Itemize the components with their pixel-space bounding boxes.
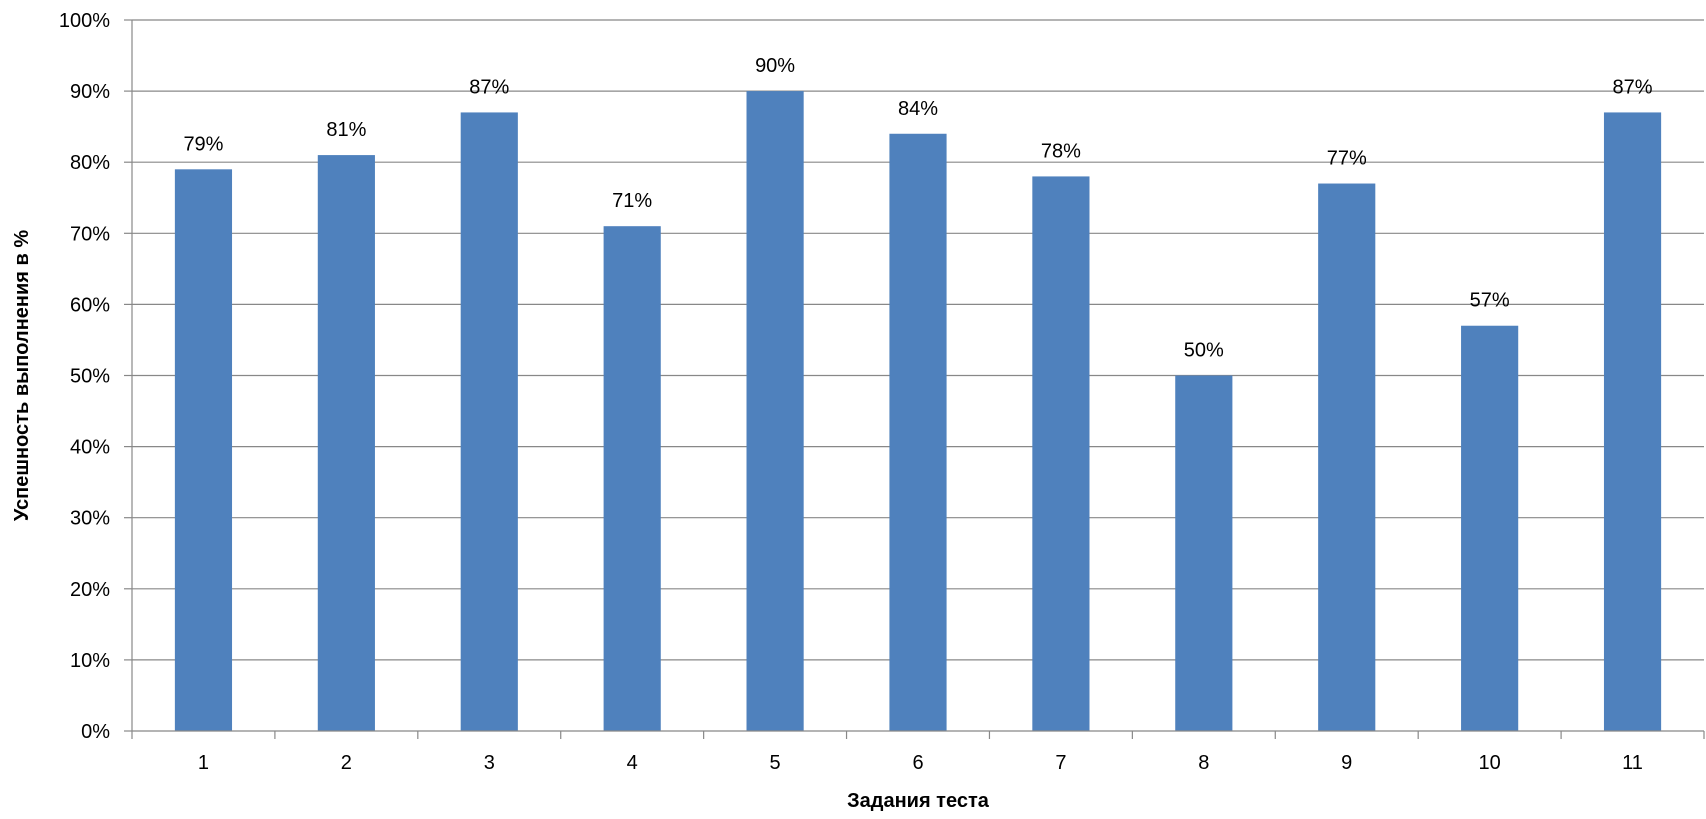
bar-11 [1603, 112, 1662, 732]
axes [124, 19, 1705, 739]
bar-7 [1032, 176, 1090, 732]
y-axis-ticks: 0% 10% 20% 30% 40% 50% 60% 70% 80% 90% 100% [59, 10, 110, 743]
x-tick-label: 7 [1055, 752, 1066, 774]
data-label: 78% [1041, 140, 1081, 162]
x-axis-title: Задания теста [847, 790, 990, 812]
bar-1 [174, 169, 233, 731]
data-label: 90% [755, 55, 795, 77]
x-tick-label: 8 [1198, 752, 1209, 774]
x-axis-ticks: 1 2 3 4 5 6 7 8 9 10 11 [198, 752, 1643, 774]
x-tick-label: 6 [912, 752, 923, 774]
x-tick-label: 4 [627, 752, 638, 774]
data-label: 87% [469, 76, 509, 98]
bar-5 [746, 91, 804, 732]
y-tick-label: 80% [70, 152, 110, 174]
data-label: 71% [612, 190, 652, 212]
y-tick-label: 50% [70, 366, 110, 388]
bar-6 [889, 133, 947, 731]
bar-8 [1175, 375, 1233, 731]
bar-4 [603, 226, 661, 731]
bar-2 [317, 155, 375, 732]
y-tick-label: 30% [70, 508, 110, 530]
data-label: 50% [1184, 340, 1224, 362]
data-label: 81% [326, 119, 366, 141]
y-tick-label: 60% [70, 294, 110, 316]
y-tick-label: 40% [70, 437, 110, 459]
x-tick-label: 2 [341, 752, 352, 774]
y-tick-label: 100% [59, 10, 110, 32]
x-tick-label: 9 [1341, 752, 1352, 774]
y-tick-label: 70% [70, 223, 110, 245]
data-label: 84% [898, 98, 938, 120]
data-labels: 79% 81% 87% 71% 90% 84% 78% 50% 77% 57% 87% [183, 55, 1652, 361]
data-label: 79% [183, 133, 223, 155]
bar-10 [1461, 325, 1519, 731]
bar-9 [1318, 183, 1376, 731]
x-tick-label: 5 [770, 752, 781, 774]
x-tick-label: 3 [484, 752, 495, 774]
x-tick-label: 1 [198, 752, 209, 774]
data-label: 77% [1327, 148, 1367, 170]
bar-3 [460, 112, 518, 732]
y-axis-title: Успешность выполнения в % [11, 230, 33, 522]
x-tick-label: 10 [1479, 752, 1501, 774]
y-tick-label: 10% [70, 650, 110, 672]
y-tick-label: 90% [70, 81, 110, 103]
data-label: 87% [1613, 76, 1653, 98]
y-tick-label: 20% [70, 579, 110, 601]
data-label: 57% [1470, 290, 1510, 312]
x-tick-label: 11 [1622, 752, 1643, 774]
bars [174, 91, 1662, 732]
y-tick-label: 0% [81, 721, 110, 743]
